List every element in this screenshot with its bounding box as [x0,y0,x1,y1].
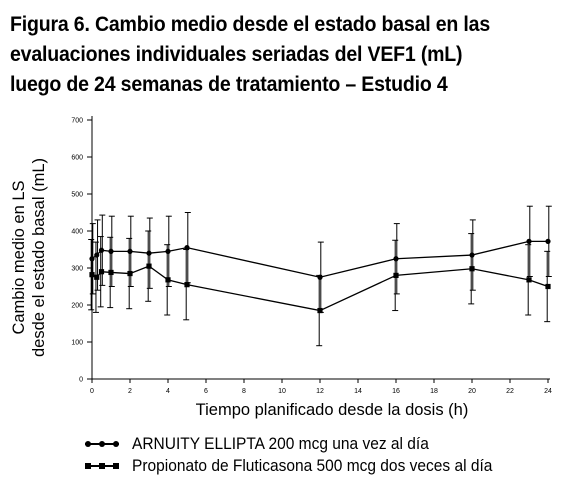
x-tick-label: 6 [204,388,208,395]
data-point-circle [469,252,475,258]
legend-item-arnuity: ARNUITY ELLIPTA 200 mcg una vez al día [84,433,515,455]
y-tick-label: 300 [71,266,83,273]
y-tick-label: 200 [71,303,83,310]
data-point-square [526,277,532,283]
x-tick-label: 8 [242,388,246,395]
legend-label-fluticasona: Propionato de Fluticasona 500 mcg dos ve… [132,456,493,475]
data-point-square [89,272,95,278]
data-point-square [317,307,323,314]
data-point-circle [108,248,114,254]
y-tick-label: 0 [79,377,83,384]
legend-label-arnuity: ARNUITY ELLIPTA 200 mcg una vez al día [132,434,429,453]
data-point-circle [545,238,551,244]
data-point-square [146,263,152,269]
figure-title: Figura 6. Cambio medio desde el estado b… [10,10,526,100]
data-point-square [469,266,475,272]
data-point-circle [146,250,152,256]
data-point-square [184,282,190,288]
square-marker-line-icon [85,463,119,469]
series-line [91,240,548,278]
data-point-square [108,269,114,276]
y-tick-label: 600 [71,155,83,162]
x-tick-label: 22 [506,388,514,395]
circle-marker-line-icon [85,441,119,447]
data-point-circle [98,247,105,253]
x-tick-label: 14 [354,388,362,395]
x-tick-label: 2 [128,388,132,395]
x-tick-label: 18 [430,388,438,395]
data-point-square [393,272,399,278]
x-tick-label: 4 [166,388,170,395]
data-point-square [94,274,100,280]
data-point-circle [127,248,133,254]
x-tick-label: 10 [278,388,286,395]
y-tick-label: 400 [71,229,83,236]
y-axis-label: Cambio medio en LS [10,180,28,334]
figure-title-line: Figura 6. Cambio medio desde el estado b… [10,13,491,36]
data-point-square [545,283,551,290]
x-axis-label: Tiempo planificado desde la dosis (h) [196,401,469,419]
data-point-circle [184,245,190,251]
data-point-square [165,277,171,283]
figure-title-line: luego de 24 semanas de tratamiento – Est… [10,73,448,96]
chart-legend: ARNUITY ELLIPTA 200 mcg una vez al día P… [84,433,515,477]
x-tick-label: 20 [468,388,476,395]
data-point-square [127,270,133,277]
figure-title-line: evaluaciones individuales seriadas del V… [10,43,463,66]
x-tick-label: 12 [316,388,324,395]
data-point-circle [165,248,171,254]
y-axis-label: desde el estado basal (mL) [30,158,48,357]
y-tick-label: 500 [71,192,83,199]
data-point-circle [393,256,399,262]
x-tick-label: 24 [544,388,552,395]
x-tick-label: 16 [392,388,400,395]
y-tick-label: 100 [71,340,83,347]
data-point-circle [94,252,100,258]
data-point-circle [526,238,532,244]
data-point-square [98,269,105,275]
x-tick-label: 0 [90,388,94,395]
y-tick-label: 700 [71,118,83,125]
series-line [91,265,549,312]
legend-item-fluticasona: Propionato de Fluticasona 500 mcg dos ve… [84,455,515,477]
data-point-circle [89,256,95,262]
